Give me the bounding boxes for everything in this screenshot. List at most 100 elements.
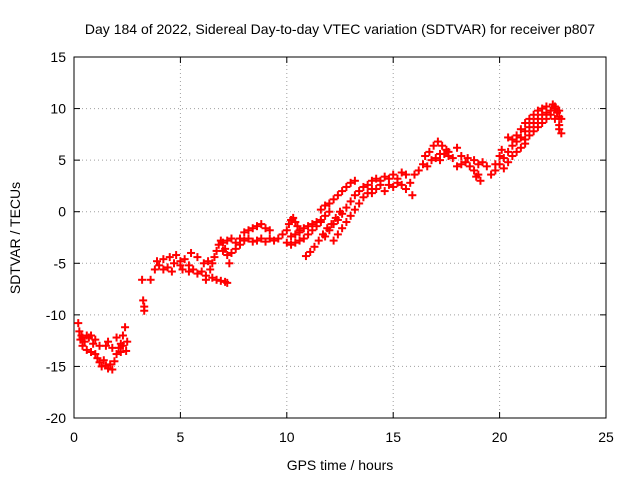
- data-point: [122, 346, 131, 355]
- data-point: [199, 259, 208, 268]
- data-point: [338, 187, 347, 196]
- data-point: [529, 119, 538, 128]
- data-point: [333, 215, 342, 224]
- data-point: [363, 180, 372, 189]
- data-point: [529, 127, 538, 136]
- data-point: [282, 238, 291, 247]
- data-point: [253, 236, 262, 245]
- data-point: [525, 131, 534, 140]
- x-tick-label: 15: [385, 429, 401, 445]
- data-point: [438, 141, 447, 150]
- x-axis-label: GPS time / hours: [287, 457, 394, 473]
- data-point: [516, 143, 525, 152]
- data-point: [329, 236, 338, 245]
- data-point: [223, 251, 232, 260]
- data-point: [346, 178, 355, 187]
- data-point: [291, 218, 300, 227]
- data-point: [436, 149, 445, 158]
- data-point: [457, 160, 466, 169]
- data-point: [299, 224, 308, 233]
- data-point: [139, 296, 148, 305]
- data-point: [461, 158, 470, 167]
- data-point: [525, 114, 534, 123]
- data-point: [423, 162, 432, 171]
- data-point: [401, 185, 410, 194]
- data-point: [167, 267, 176, 276]
- data-point: [78, 341, 87, 350]
- data-point: [533, 106, 542, 115]
- y-tick-label: -15: [46, 358, 66, 374]
- data-point: [123, 337, 132, 346]
- data-points: [74, 100, 566, 374]
- data-point: [212, 275, 221, 284]
- data-point: [304, 222, 313, 231]
- data-point: [257, 220, 266, 229]
- data-point: [538, 110, 547, 119]
- data-point: [499, 164, 508, 173]
- data-point: [316, 205, 325, 214]
- data-point: [444, 147, 453, 156]
- data-point: [478, 158, 487, 167]
- data-point: [287, 232, 296, 241]
- data-point: [431, 154, 440, 163]
- data-point: [159, 265, 168, 274]
- data-point: [546, 110, 555, 119]
- data-point: [333, 191, 342, 200]
- data-point: [118, 331, 127, 340]
- data-point: [304, 230, 313, 239]
- data-point: [401, 170, 410, 179]
- y-tick-label: 0: [58, 204, 66, 220]
- data-point: [301, 252, 310, 261]
- data-point: [421, 152, 430, 161]
- data-point: [367, 189, 376, 198]
- data-point: [472, 172, 481, 181]
- data-point: [295, 236, 304, 245]
- x-tick-label: 0: [70, 429, 78, 445]
- x-tick-label: 5: [177, 429, 185, 445]
- data-point: [159, 255, 168, 264]
- data-point: [482, 162, 491, 171]
- data-point: [550, 102, 559, 111]
- data-point: [346, 197, 355, 206]
- y-tick-label: -10: [46, 307, 66, 323]
- data-point: [308, 226, 317, 235]
- data-point: [210, 253, 219, 262]
- data-point: [504, 158, 513, 167]
- data-point: [284, 220, 293, 229]
- data-point: [152, 257, 161, 266]
- data-point: [521, 135, 530, 144]
- x-tick-label: 25: [598, 429, 614, 445]
- data-point: [121, 323, 130, 332]
- data-point: [74, 319, 83, 328]
- data-point: [287, 240, 296, 249]
- data-point: [555, 106, 564, 115]
- data-point: [397, 168, 406, 177]
- data-point: [97, 362, 106, 371]
- data-point: [112, 333, 121, 342]
- data-point: [163, 263, 172, 272]
- data-point: [170, 259, 179, 268]
- data-point: [542, 114, 551, 123]
- data-point: [240, 228, 249, 237]
- data-point: [184, 267, 193, 276]
- data-point: [187, 248, 196, 257]
- data-point: [112, 350, 121, 359]
- data-point: [408, 191, 417, 200]
- data-point: [495, 152, 504, 161]
- data-point: [355, 199, 364, 208]
- data-point: [433, 137, 442, 146]
- data-point: [338, 224, 347, 233]
- data-point: [533, 123, 542, 132]
- data-point: [380, 172, 389, 181]
- data-point: [204, 257, 213, 266]
- data-point: [314, 236, 323, 245]
- data-point: [372, 174, 381, 183]
- data-point: [414, 166, 423, 175]
- data-point: [453, 143, 462, 152]
- data-point: [140, 306, 149, 315]
- y-tick-label: -20: [46, 410, 66, 426]
- data-point: [350, 191, 359, 200]
- data-point: [306, 247, 315, 256]
- data-point: [453, 162, 462, 171]
- data-point: [223, 278, 232, 287]
